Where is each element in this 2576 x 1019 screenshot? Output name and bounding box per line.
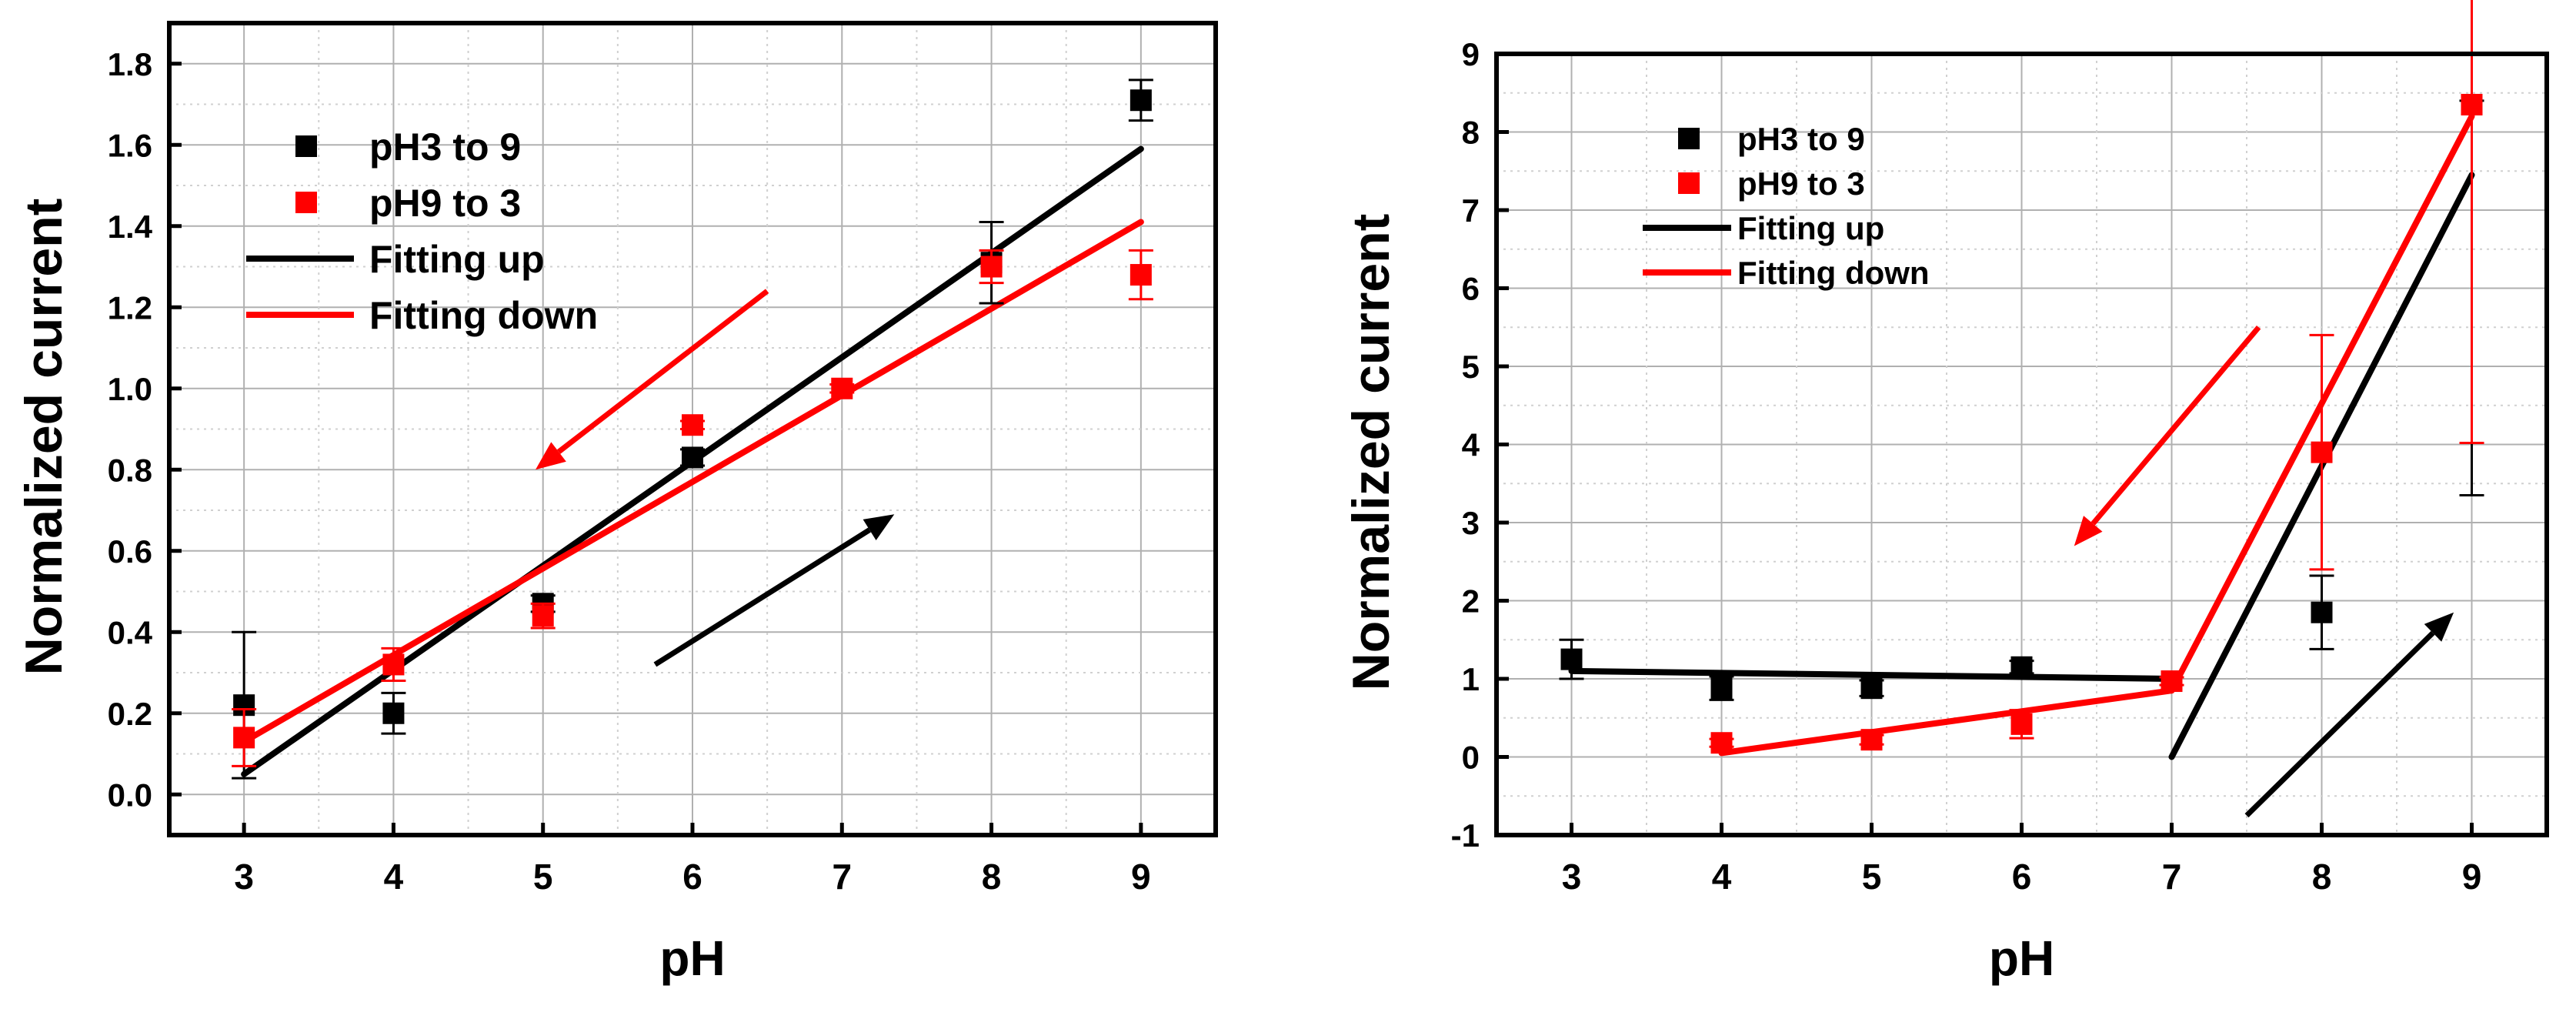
data-point-ph9-to-3 [682, 414, 703, 436]
x-axis-label: pH [659, 930, 725, 986]
y-tick-label: 9 [1462, 36, 1480, 72]
data-point-ph9-to-3 [233, 727, 255, 749]
x-tick-label: 5 [1862, 857, 1882, 897]
x-tick-label: 7 [2162, 857, 2182, 897]
x-tick-label: 6 [682, 857, 702, 897]
x-tick-label: 5 [533, 857, 553, 897]
x-tick-label: 8 [2312, 857, 2332, 897]
legend-label: pH3 to 9 [369, 125, 521, 169]
trend-arrow [2244, 630, 2435, 818]
legend-marker [1678, 172, 1700, 194]
y-tick-label: 2 [1462, 583, 1480, 620]
y-tick-label: 7 [1462, 192, 1480, 229]
trend-arrow-head [863, 514, 895, 541]
data-point-ph9-to-3 [532, 605, 554, 627]
data-point-ph9-to-3 [831, 377, 853, 399]
fit-line-fitting-down [1718, 687, 2175, 757]
gridlines [169, 23, 1216, 835]
legend-label: pH3 to 9 [1737, 121, 1865, 157]
y-tick-label: 0.6 [108, 533, 152, 570]
x-tick-label: 7 [832, 857, 852, 897]
data-point-ph9-to-3 [1860, 729, 1883, 751]
y-tick-label: 1.2 [108, 289, 152, 326]
chart-panel-1: 3 4 5 6 7 8 9 0.0 0.2 0.4 0.6 0.8 1.0 1.2 1.4 1.6 1.8 pH N… [15, 21, 1218, 986]
trend-arrow-head [536, 442, 566, 470]
data-point-ph9-to-3 [2461, 93, 2483, 115]
data-point-ph3-to-9 [1860, 677, 1883, 700]
gridlines [1497, 53, 2547, 836]
y-tick-label: 1.0 [108, 371, 152, 407]
legend-label: pH9 to 3 [369, 182, 521, 225]
trend-arrow-head [2424, 612, 2454, 642]
x-tick-label: 4 [384, 857, 404, 897]
x-tick-label: 4 [1712, 857, 1732, 897]
data-series [1559, 0, 2484, 760]
y-tick-label: 5 [1462, 349, 1480, 385]
data-point-ph9-to-3 [2161, 670, 2183, 693]
x-tick-label: 8 [982, 857, 1002, 897]
y-tick-label: 1 [1462, 661, 1480, 697]
legend-marker [1678, 128, 1700, 149]
data-point-ph9-to-3 [1130, 264, 1152, 286]
legend: pH3 to 9 pH9 to 3 Fitting up Fitting down [1643, 121, 1930, 291]
y-tick-label: 0.2 [108, 696, 152, 732]
legend-label: Fitting down [1737, 255, 1930, 291]
chart-panel-2: 3 4 5 6 7 8 9 -1 0 1 2 3 4 5 6 7 8 9 pH Normalized current p… [1342, 0, 2549, 986]
data-point-ph9-to-3 [980, 256, 1003, 278]
y-axis-label: Normalized current [1342, 214, 1400, 691]
trend-arrow-head [2074, 516, 2103, 546]
y-tick-label: 6 [1462, 271, 1480, 307]
x-axis-label: pH [1989, 930, 2054, 986]
data-point-ph3-to-9 [382, 702, 405, 724]
y-tick-label: 8 [1462, 115, 1480, 151]
data-series [232, 79, 1153, 780]
plot-frame [1494, 52, 2549, 837]
trend-arrow [653, 527, 871, 667]
x-tick-label: 3 [234, 857, 254, 897]
legend-label: Fitting up [1737, 210, 1884, 246]
y-tick-label: 0.8 [108, 452, 152, 488]
data-point-ph3-to-9 [1130, 89, 1152, 112]
y-tick-label: 0 [1462, 740, 1480, 776]
y-tick-label: 3 [1462, 505, 1480, 541]
data-point-ph3-to-9 [682, 446, 703, 469]
data-point-ph9-to-3 [382, 653, 405, 676]
data-point-ph9-to-3 [2311, 441, 2333, 463]
y-tick-label: 1.6 [108, 127, 152, 163]
x-tick-label: 9 [2462, 857, 2482, 897]
legend: pH3 to 9 pH9 to 3 Fitting up Fitting down [246, 125, 598, 337]
y-axis-label: Normalized current [15, 199, 73, 676]
fit-line-fitting-up [1568, 667, 2175, 682]
plot-frame [167, 21, 1218, 837]
x-tick-label: 3 [1562, 857, 1582, 897]
data-point-ph3-to-9 [2311, 601, 2333, 623]
x-tick-label: 6 [2012, 857, 2032, 897]
legend-label: pH9 to 3 [1737, 165, 1865, 202]
y-tick-label: 1.4 [108, 209, 153, 245]
x-tick-label: 9 [1131, 857, 1151, 897]
y-tick-label: 0.0 [108, 777, 152, 813]
y-tick-label: 1.8 [108, 46, 152, 82]
y-tick-label: 4 [1462, 427, 1480, 463]
trend-arrow [556, 289, 769, 454]
data-point-ph3-to-9 [1560, 648, 1583, 670]
trend-arrow [2090, 325, 2261, 526]
data-point-ph9-to-3 [1710, 732, 1733, 754]
data-point-ph9-to-3 [2010, 713, 2033, 735]
legend-label: Fitting down [369, 294, 598, 337]
legend-marker [295, 192, 317, 213]
data-point-ph3-to-9 [2010, 656, 2033, 678]
legend-marker [295, 135, 317, 157]
y-tick-label: -1 [1451, 817, 1480, 854]
data-point-ph3-to-9 [1710, 677, 1733, 700]
legend-label: Fitting up [369, 238, 545, 281]
y-tick-label: 0.4 [108, 614, 153, 650]
